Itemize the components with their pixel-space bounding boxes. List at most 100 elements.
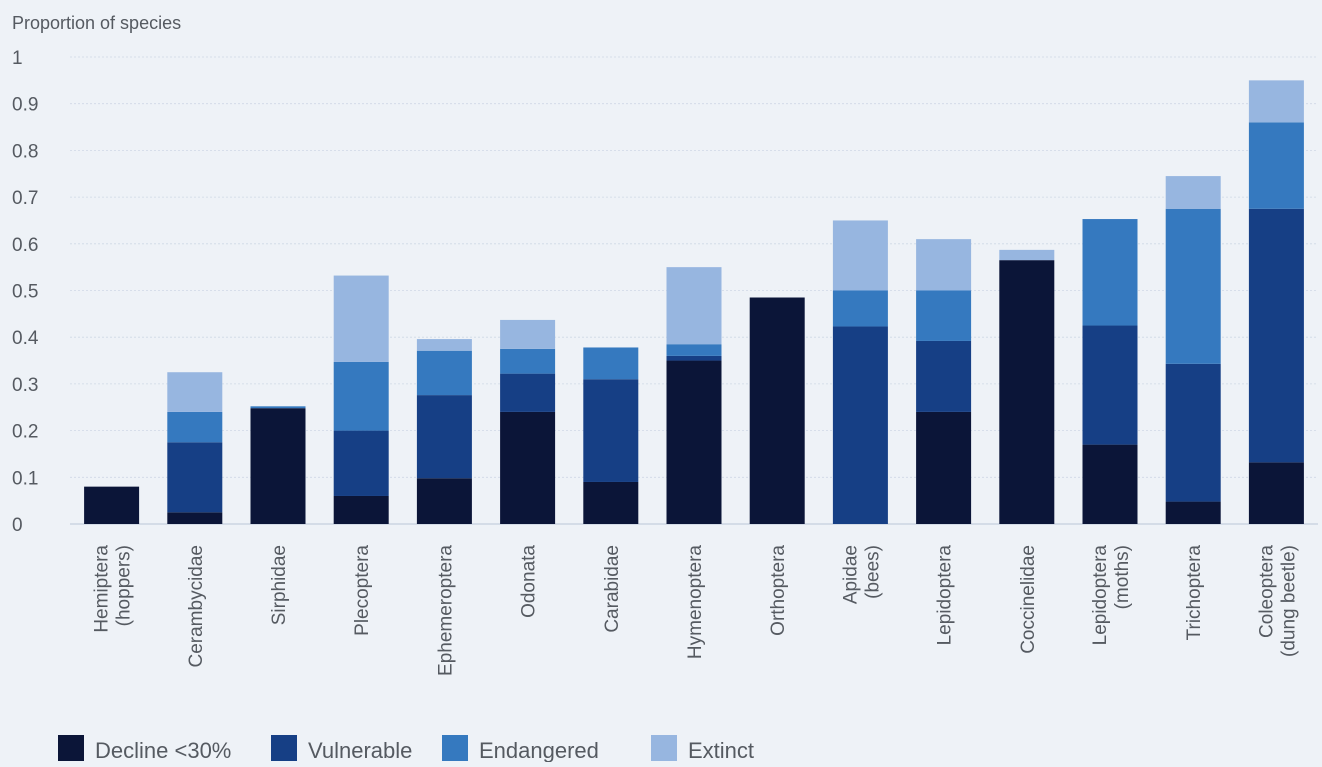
category-label: Cerambycidae: [186, 545, 207, 668]
legend-item: Decline <30%: [58, 735, 231, 763]
bar-segment: [666, 360, 722, 524]
category-label: Lepidoptera: [935, 545, 956, 646]
y-tick-labels: 0 0.1 0.2 0.3 0.4 0.5 0.6 0.7 0.8 0.9 1: [12, 48, 39, 536]
category-label: Ephemeroptera: [435, 545, 456, 676]
category-label: Hymenoptera: [685, 545, 706, 659]
bar-segment: [500, 348, 556, 374]
bar-segment: [333, 430, 389, 496]
category-label: (moths): [1112, 545, 1133, 609]
category-label: Hemiptera: [92, 545, 113, 633]
legend-item: Vulnerable: [271, 735, 412, 763]
y-tick-label: 0.9: [12, 95, 38, 116]
category-label: Sirphidae: [269, 545, 290, 625]
bar-segment: [416, 350, 472, 396]
category-label: Odonata: [519, 545, 540, 618]
bar-segment: [832, 326, 888, 524]
y-tick-label: 0.4: [12, 328, 39, 349]
bar-segment: [999, 249, 1055, 261]
bar-stack: [583, 347, 639, 524]
bar-segment: [666, 267, 722, 345]
legend-item: Endangered: [442, 735, 599, 763]
bar-segment: [1165, 363, 1221, 502]
bar-segment: [1248, 80, 1304, 123]
bar-stack: [749, 297, 805, 524]
bar-segment: [500, 411, 556, 524]
legend-swatch: [271, 735, 297, 761]
category-label: (hoppers): [114, 545, 135, 626]
bar-stack: [1248, 80, 1304, 524]
legend-label: Vulnerable: [308, 738, 412, 762]
bar-segment: [916, 290, 972, 341]
bar-segment: [583, 347, 639, 380]
category-label: Carabidae: [602, 545, 623, 633]
y-tick-label: 0.2: [12, 422, 38, 443]
bar-segment: [1248, 208, 1304, 463]
bar-stack: [416, 339, 472, 524]
bar-segment: [1082, 219, 1138, 326]
bar-segment: [832, 290, 888, 327]
legend: Decline <30% Vulnerable Endangered Extinct: [58, 735, 754, 763]
bar-segment: [583, 379, 639, 482]
bar-segment: [1165, 208, 1221, 364]
bar-segment: [250, 408, 306, 524]
bar-segment: [250, 406, 306, 409]
category-label: (bees): [862, 545, 883, 599]
category-label: Coccinelidae: [1018, 545, 1039, 654]
category-label: Plecoptera: [352, 545, 373, 636]
y-tick-label: 0.6: [12, 235, 38, 256]
bar-segment: [500, 373, 556, 412]
legend-label: Decline <30%: [95, 738, 231, 762]
bar-stack: [1165, 176, 1221, 524]
bar-segment: [832, 220, 888, 291]
legend-label: Extinct: [688, 738, 754, 762]
legend-swatch: [58, 735, 84, 761]
bar-segment: [167, 442, 223, 513]
bar-segment: [1082, 325, 1138, 445]
y-tick-label: 0.3: [12, 375, 38, 396]
bar-segment: [1082, 444, 1138, 524]
bar-segment: [167, 372, 223, 412]
bar-segment: [1248, 122, 1304, 209]
bar-segment: [1165, 176, 1221, 209]
category-labels: Hemiptera (hoppers) Cerambycidae Sirphidae P…: [92, 545, 1300, 676]
bar-segment: [333, 495, 389, 524]
category-label: Orthoptera: [768, 545, 789, 636]
bar-stack: [916, 239, 972, 524]
bar-segment: [333, 361, 389, 431]
bar-segment: [749, 297, 805, 524]
y-tick-label: 0: [12, 515, 23, 536]
bar-segment: [167, 411, 223, 443]
bar-stack: [1082, 219, 1138, 524]
category-label: Apidae: [840, 545, 861, 604]
bar-stack: [167, 372, 223, 524]
bar-segment: [416, 339, 472, 351]
legend-label: Endangered: [479, 738, 599, 762]
bar-segment: [167, 512, 223, 524]
y-tick-label: 0.5: [12, 282, 38, 303]
bar-segment: [1165, 501, 1221, 524]
bar-stack: [250, 406, 306, 524]
bar-stack: [832, 220, 888, 524]
y-tick-label: 0.1: [12, 468, 38, 489]
bars: [84, 80, 1304, 524]
y-tick-label: 0.8: [12, 141, 38, 162]
bar-segment: [333, 275, 389, 362]
bar-stack: [84, 486, 140, 524]
category-label: Coleoptera: [1256, 545, 1277, 638]
bar-segment: [1248, 462, 1304, 524]
bar-segment: [916, 340, 972, 412]
bar-segment: [999, 260, 1055, 524]
bar-segment: [583, 481, 639, 524]
bar-stack: [500, 319, 556, 524]
bar-segment: [916, 411, 972, 524]
bar-stack: [999, 249, 1055, 524]
category-label: Lepidoptera: [1090, 545, 1111, 646]
y-tick-label: 1: [12, 48, 23, 69]
y-tick-label: 0.7: [12, 188, 38, 209]
bar-stack: [333, 275, 389, 524]
bar-segment: [416, 395, 472, 479]
bar-segment: [666, 355, 722, 361]
legend-swatch: [442, 735, 468, 761]
